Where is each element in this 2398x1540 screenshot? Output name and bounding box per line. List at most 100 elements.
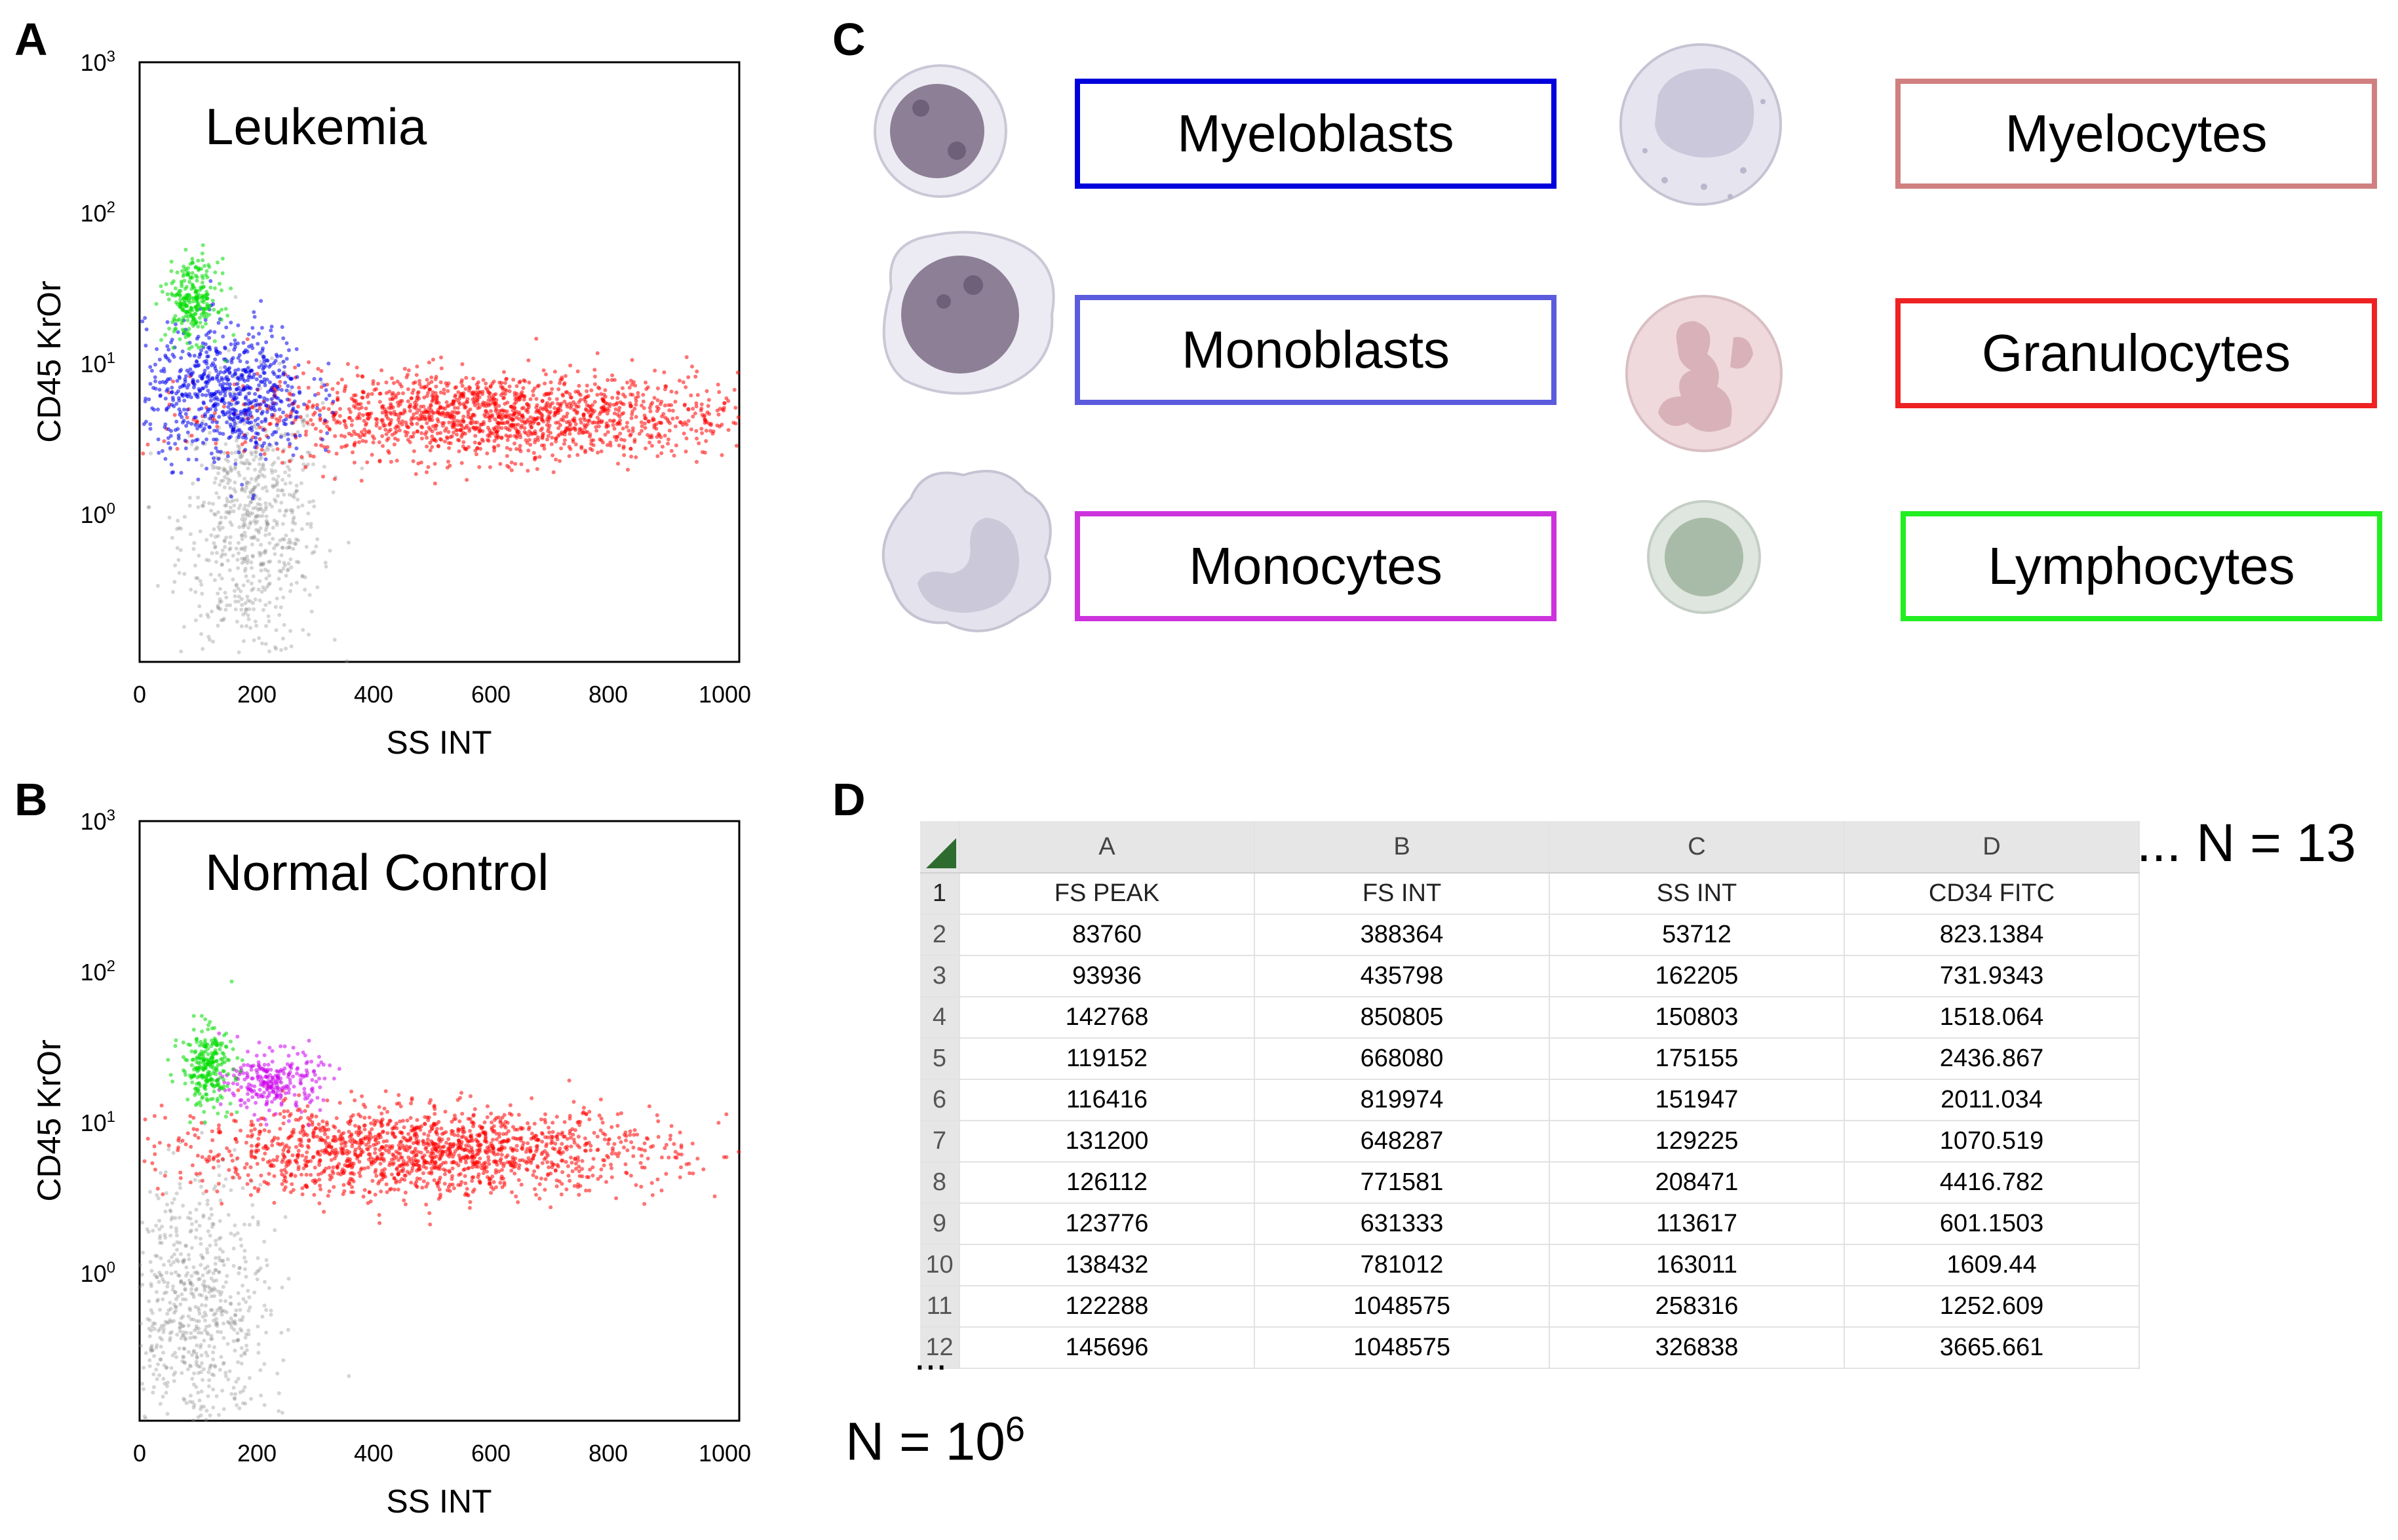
scatter-point xyxy=(157,1270,162,1275)
scatter-point xyxy=(274,499,278,504)
scatter-point xyxy=(563,429,568,434)
scatter-point xyxy=(269,328,273,333)
scatter-point xyxy=(588,432,592,436)
scatter-point xyxy=(184,446,188,451)
scatter-point xyxy=(199,613,203,618)
scatter-point xyxy=(669,389,674,394)
scatter-point xyxy=(463,431,467,436)
scatter-point xyxy=(206,1332,210,1336)
scatter-point xyxy=(178,412,182,417)
scatter-point xyxy=(283,470,288,474)
scatter-point xyxy=(653,368,657,373)
scatter-point xyxy=(296,560,301,564)
scatter-point xyxy=(260,562,264,567)
scatter-point xyxy=(299,1137,303,1142)
scatter-point xyxy=(367,1115,372,1120)
scatter-point xyxy=(154,1290,159,1294)
scatter-point xyxy=(165,1320,170,1325)
scatter-point xyxy=(227,349,231,353)
scatter-point xyxy=(155,1343,159,1347)
scatter-point xyxy=(209,1363,214,1368)
scatter-point xyxy=(178,1329,182,1334)
scatter-point xyxy=(321,406,326,410)
scatter-point xyxy=(241,523,246,528)
scatter-point xyxy=(681,380,686,385)
scatter-point xyxy=(180,349,185,354)
scatter-point xyxy=(220,548,225,552)
scatter-point xyxy=(490,1127,494,1132)
scatter-point xyxy=(207,1269,212,1273)
scatter-point xyxy=(231,1263,236,1268)
scatter-point xyxy=(654,427,659,431)
scatter-point xyxy=(156,437,161,442)
scatter-point xyxy=(239,410,243,414)
scatter-point xyxy=(271,476,276,481)
scatter-point xyxy=(544,391,549,396)
scatter-point xyxy=(560,430,564,434)
scatter-point xyxy=(217,1123,221,1128)
scatter-point xyxy=(280,461,284,465)
scatter-point xyxy=(208,1364,212,1368)
scatter-point xyxy=(157,1280,161,1284)
scatter-point xyxy=(267,502,272,507)
scatter-point xyxy=(383,410,388,414)
scatter-point xyxy=(174,419,179,424)
scatter-point xyxy=(275,442,279,446)
scatter-point xyxy=(163,457,168,461)
scatter-point xyxy=(184,1336,187,1341)
scatter-point xyxy=(233,1223,237,1227)
scatter-point xyxy=(429,1098,433,1102)
scatter-point xyxy=(251,1123,256,1127)
scatter-point xyxy=(452,431,456,434)
scatter-point xyxy=(178,1216,182,1220)
scatter-point xyxy=(279,647,283,652)
scatter-point xyxy=(648,440,652,445)
scatter-point xyxy=(228,603,233,607)
scatter-point xyxy=(364,412,369,416)
scatter-point xyxy=(182,1282,186,1286)
scatter-point xyxy=(404,375,409,379)
scatter-point xyxy=(659,435,663,440)
scatter-point xyxy=(371,440,376,445)
scatter-point xyxy=(241,1186,245,1191)
scatter-point xyxy=(317,413,322,417)
scatter-point xyxy=(196,258,201,263)
scatter-point xyxy=(183,1288,187,1292)
scatter-point xyxy=(684,355,689,359)
scatter-point xyxy=(221,478,225,483)
scatter-point xyxy=(535,417,539,421)
scatter-point xyxy=(229,1188,233,1193)
scatter-point xyxy=(257,383,261,387)
scatter-point xyxy=(252,1127,257,1132)
scatter-point xyxy=(233,600,238,604)
scatter-point xyxy=(304,545,309,549)
scatter-point xyxy=(350,1164,355,1168)
scatter-point xyxy=(650,1193,655,1197)
scatter-point xyxy=(366,1165,370,1170)
scatter-point xyxy=(196,1136,201,1140)
scatter-point xyxy=(189,395,193,400)
scatter-point xyxy=(554,397,559,401)
scatter-point xyxy=(252,638,256,642)
scatter-point xyxy=(410,422,414,427)
scatter-point xyxy=(265,489,269,493)
scatter-point xyxy=(182,514,187,519)
scatter-point xyxy=(224,535,229,540)
scatter-point xyxy=(222,485,227,490)
scatter-point xyxy=(211,1357,216,1362)
scatter-point xyxy=(654,422,659,427)
scatter-point xyxy=(176,330,180,334)
scatter-point xyxy=(563,1145,568,1150)
scatter-point xyxy=(389,406,393,410)
scatter-point xyxy=(237,353,242,357)
scatter-point xyxy=(217,379,221,383)
scatter-point xyxy=(202,401,206,406)
scatter-point xyxy=(526,448,531,453)
scatter-point xyxy=(180,1359,185,1364)
scatter-point xyxy=(216,591,220,596)
scatter-point xyxy=(261,464,265,469)
scatter-point xyxy=(381,1139,386,1144)
scatter-point xyxy=(558,1146,562,1151)
scatter-point xyxy=(263,383,267,387)
scatter-point xyxy=(259,299,263,303)
